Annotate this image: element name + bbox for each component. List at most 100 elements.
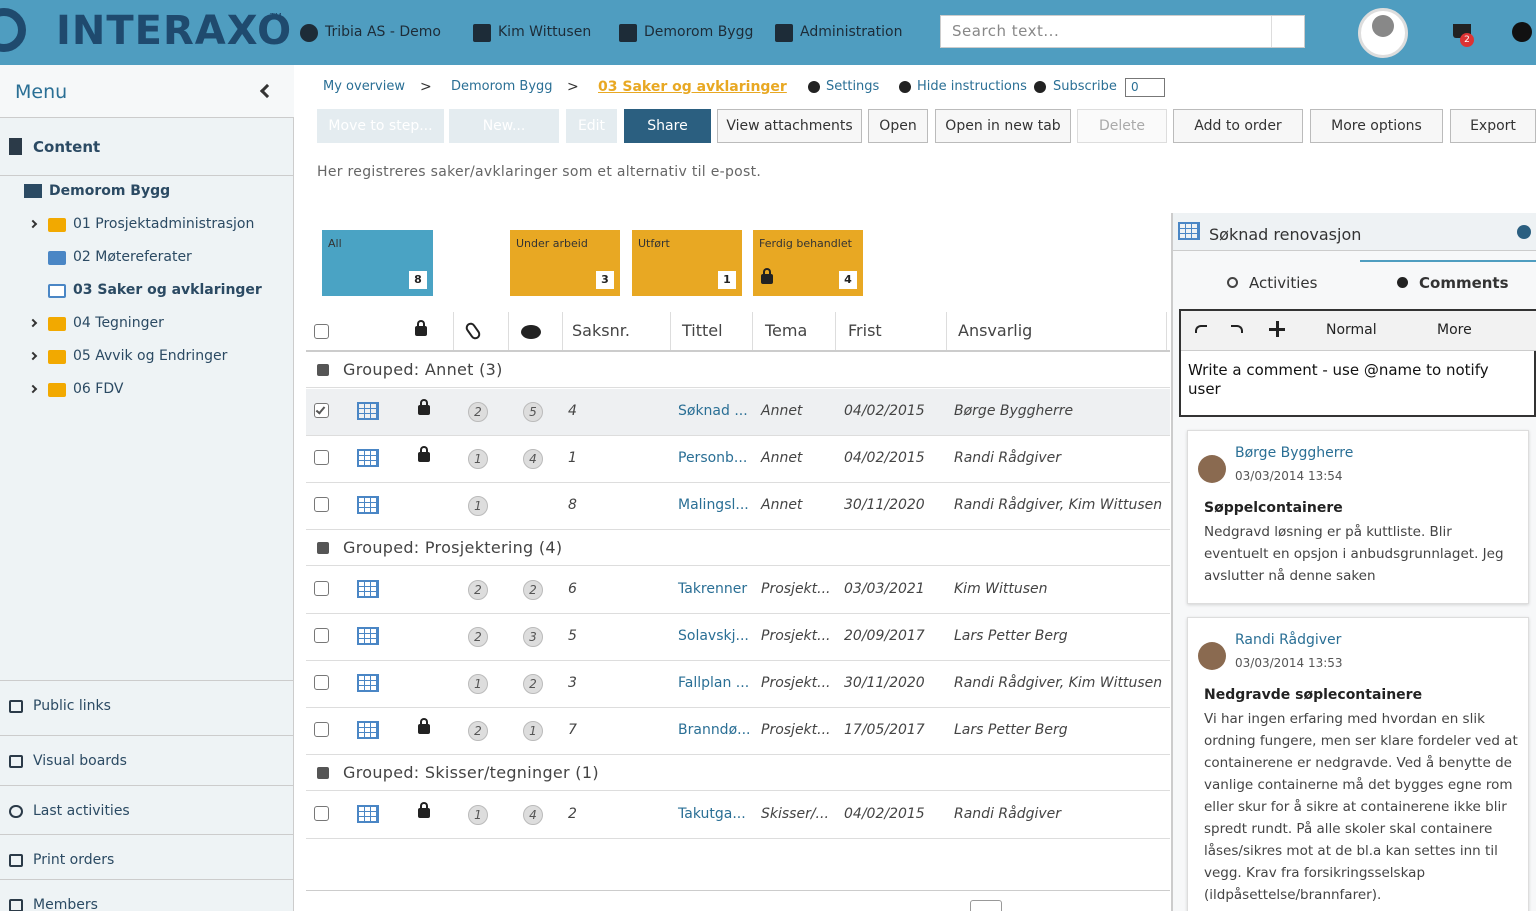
comment-count: 1 (523, 721, 543, 741)
folder-item[interactable]: 05 Avvik og Endringer (73, 348, 228, 364)
page-link[interactable]: Hide instructions (917, 79, 1027, 94)
pager-button[interactable] (970, 900, 1002, 911)
header-checkbox[interactable] (314, 324, 329, 339)
row-checkbox[interactable] (314, 403, 329, 418)
comment-editor[interactable]: Normal More Write a comment - use @name to… (1179, 309, 1536, 417)
toolbar-button[interactable]: Export (1450, 109, 1536, 143)
subscribe-select[interactable]: 0 (1125, 78, 1165, 97)
comment-body: Vi har ingen erfaring med hvordan en sli… (1204, 711, 1518, 903)
attachment-count: 2 (468, 721, 488, 741)
button-label: Move to step... (328, 118, 433, 134)
sidebar-link[interactable]: Members (33, 897, 98, 911)
table-row[interactable]: 2 1 7 Branndø... Prosjekt... 17/05/2017 Lars P… (306, 708, 1170, 755)
status-tile[interactable]: Ferdig behandlet 4 (753, 230, 863, 296)
sidebar-link[interactable]: Public links (33, 698, 111, 714)
project-node[interactable]: Demorom Bygg (49, 183, 171, 199)
page-link[interactable]: Subscribe (1053, 79, 1117, 94)
help-icon[interactable] (1512, 22, 1532, 42)
table-row[interactable]: 1 8 Malingsl... Annet 30/11/2020 Randi Rådgiv… (306, 483, 1170, 530)
page-link[interactable]: Settings (826, 79, 880, 94)
sidebar-link[interactable]: Last activities (33, 803, 130, 819)
table-row[interactable]: 2 5 4 Søknad ... Annet 04/02/2015 Børge Bygghe… (306, 389, 1170, 436)
row-checkbox[interactable] (314, 497, 329, 512)
column-header[interactable]: Ansvarlig (958, 321, 1033, 340)
undo-button[interactable] (1195, 325, 1207, 333)
item-type-icon (357, 721, 379, 739)
cell-tittel[interactable]: Søknad ... (678, 403, 748, 419)
group-toggle[interactable] (317, 364, 329, 376)
toolbar-button[interactable]: More options (1310, 109, 1443, 143)
tile-count: 1 (718, 271, 736, 289)
row-checkbox[interactable] (314, 675, 329, 690)
column-header[interactable]: Tema (765, 321, 808, 340)
status-tile[interactable]: Utført 1 (632, 230, 742, 296)
table-row[interactable]: 1 4 1 Personb... Annet 04/02/2015 Randi Rådgiv… (306, 436, 1170, 483)
table-row[interactable]: 1 4 2 Takutga... Skisser/... 04/02/2015 Randi … (306, 792, 1170, 839)
item-type-icon (357, 402, 379, 420)
content-header[interactable]: Content (33, 138, 101, 156)
folder-item[interactable]: 02 Møtereferater (73, 249, 192, 265)
cell-tittel[interactable]: Personb... (678, 450, 748, 466)
column-header[interactable]: Tittel (682, 321, 723, 340)
cell-frist: 04/02/2015 (844, 806, 925, 822)
table-row[interactable]: 1 2 3 Fallplan ... Prosjekt... 30/11/2020 Rand… (306, 661, 1170, 708)
column-separator (453, 312, 454, 350)
insert-button[interactable] (1269, 321, 1285, 337)
group-toggle[interactable] (317, 767, 329, 779)
table-row[interactable]: 2 2 6 Takrenner Prosjekt... 03/03/2021 Kim Wit… (306, 567, 1170, 614)
folder-item[interactable]: 04 Tegninger (73, 315, 164, 331)
nav-item[interactable]: Administration (800, 24, 903, 40)
cell-tittel[interactable]: Solavskj... (678, 628, 749, 644)
folder-item[interactable]: 01 Prosjektadministrasjon (73, 216, 255, 232)
cell-saksnr: 7 (568, 722, 577, 738)
cell-saksnr: 8 (568, 497, 577, 513)
search-button[interactable] (1271, 16, 1304, 47)
comment-author[interactable]: Randi Rådgiver (1235, 632, 1342, 648)
sidebar-link[interactable]: Visual boards (33, 753, 127, 769)
tile-label: Under arbeid (516, 237, 588, 250)
breadcrumb-item[interactable]: Demorom Bygg (451, 79, 553, 94)
button-label: Export (1470, 118, 1516, 134)
nav-item[interactable]: Tribia AS - Demo (325, 24, 441, 40)
toolbar-button[interactable]: Share (624, 109, 711, 143)
link-icon (9, 899, 23, 911)
attachment-count: 1 (468, 449, 488, 469)
close-button[interactable] (1517, 225, 1531, 239)
row-checkbox[interactable] (314, 806, 329, 821)
status-tile[interactable]: All 8 (322, 230, 433, 296)
row-checkbox[interactable] (314, 628, 329, 643)
table-row[interactable]: 2 3 5 Solavskj... Prosjekt... 20/09/2017 Lars … (306, 614, 1170, 661)
cell-tittel[interactable]: Takutga... (678, 806, 746, 822)
folder-icon (48, 317, 66, 331)
status-tile[interactable]: Under arbeid 3 (510, 230, 620, 296)
cell-tittel[interactable]: Takrenner (678, 581, 748, 597)
toolbar-button[interactable]: Open (868, 109, 928, 143)
panel-tab[interactable]: Activities (1249, 274, 1318, 292)
nav-item[interactable]: Demorom Bygg (644, 24, 754, 40)
redo-button[interactable] (1231, 325, 1243, 333)
column-header[interactable]: Frist (848, 321, 882, 340)
row-checkbox[interactable] (314, 450, 329, 465)
row-checkbox[interactable] (314, 722, 329, 737)
more-menu[interactable]: More (1437, 322, 1472, 338)
breadcrumb-item[interactable]: 03 Saker og avklaringer (598, 79, 787, 95)
cell-tittel[interactable]: Fallplan ... (678, 675, 750, 691)
comment-author[interactable]: Børge Byggherre (1235, 445, 1354, 461)
folder-item[interactable]: 06 FDV (73, 381, 124, 397)
toolbar-button[interactable]: Open in new tab (935, 109, 1071, 143)
row-checkbox[interactable] (314, 581, 329, 596)
breadcrumb-item[interactable]: My overview (323, 79, 405, 94)
search-box[interactable]: Search text... (940, 15, 1305, 48)
style-select[interactable]: Normal (1326, 322, 1377, 338)
toolbar-button[interactable]: View attachments (717, 109, 862, 143)
nav-item[interactable]: Kim Wittusen (498, 24, 592, 40)
panel-tab[interactable]: Comments (1419, 274, 1509, 292)
cell-tittel[interactable]: Malingsl... (678, 497, 749, 513)
cell-tittel[interactable]: Branndø... (678, 722, 751, 738)
sidebar-link[interactable]: Print orders (33, 852, 115, 868)
toolbar-button[interactable]: Add to order (1173, 109, 1303, 143)
group-toggle[interactable] (317, 542, 329, 554)
folder-item[interactable]: 03 Saker og avklaringer (73, 282, 262, 298)
column-header[interactable]: Saksnr. (572, 321, 630, 340)
toolbar-button: Move to step... (317, 109, 444, 143)
